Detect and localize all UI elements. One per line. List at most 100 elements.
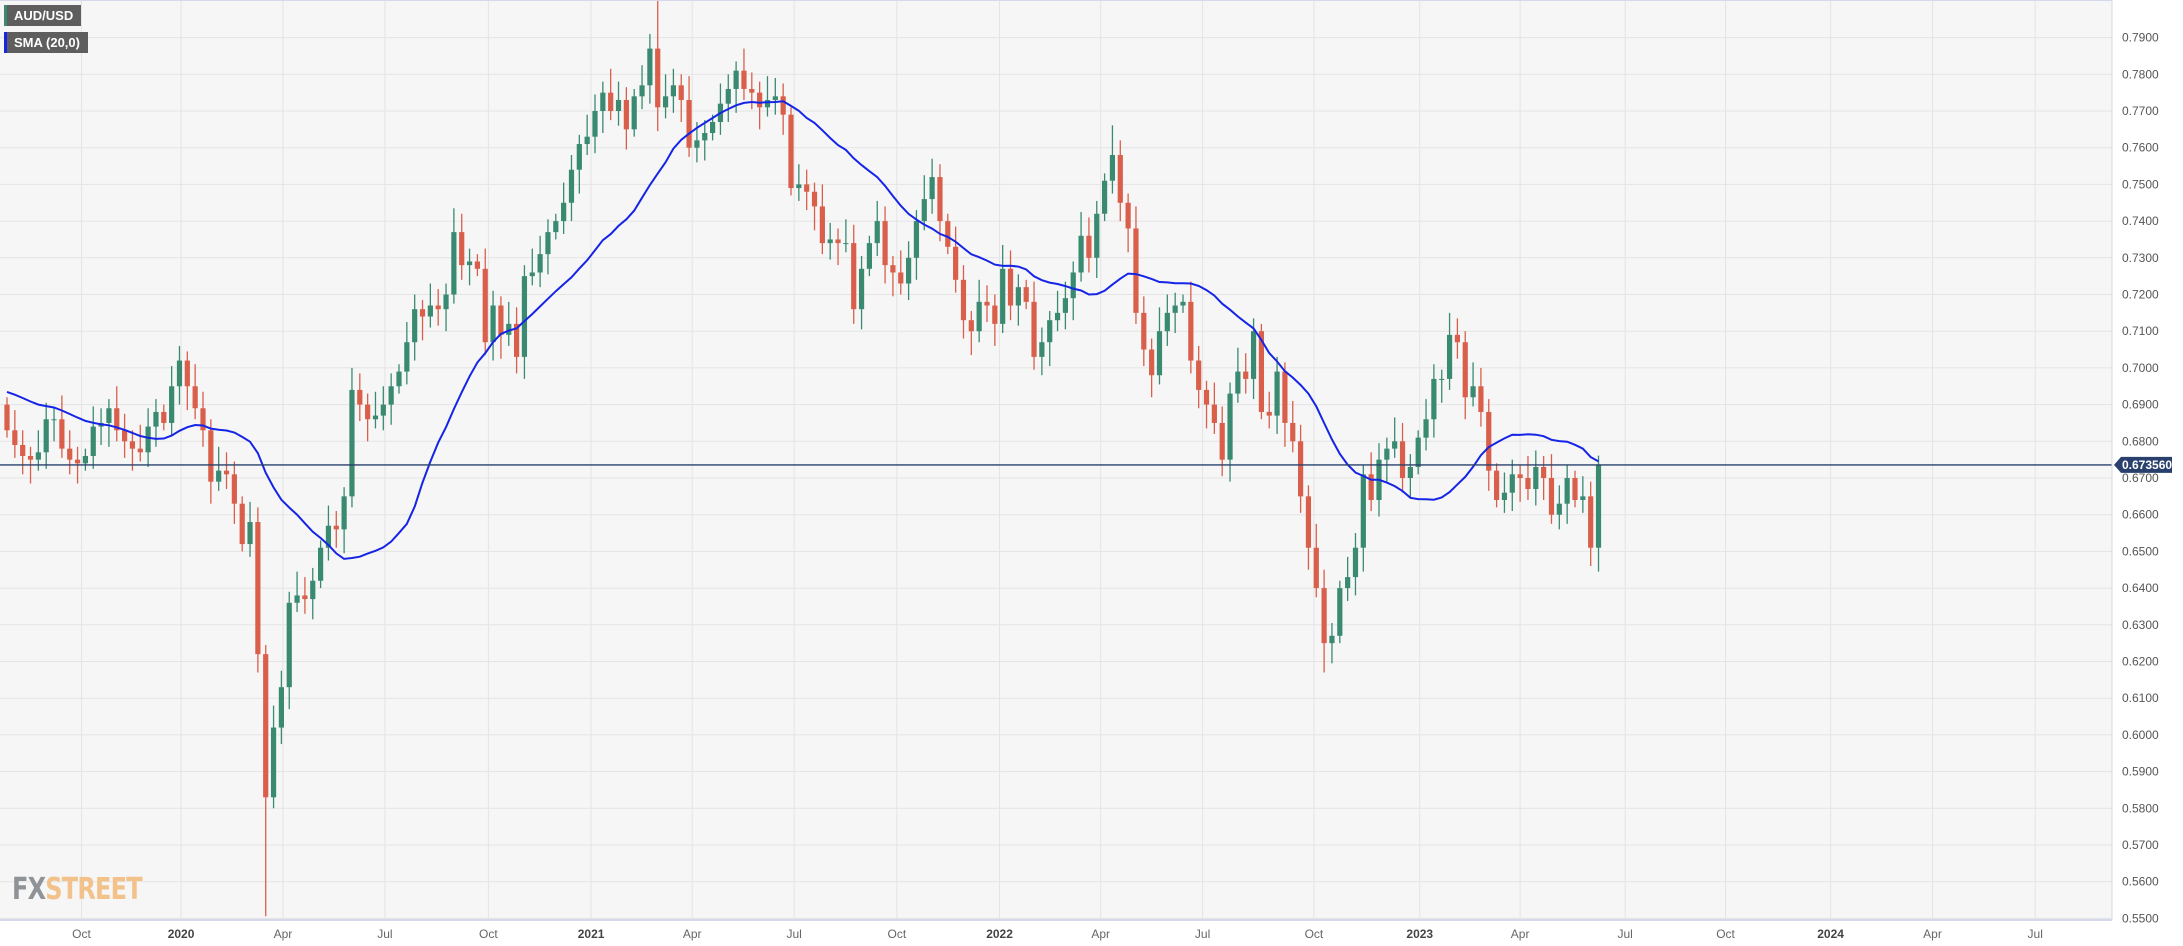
candle-body [1109,155,1116,181]
y-tick-label: 0.7500 [2122,177,2159,191]
candle-down [357,373,363,422]
candle-down [608,68,614,121]
candle-up [341,487,347,554]
logo-street: STREET [45,872,142,907]
x-tick-label: Jul [2028,927,2043,941]
candle-body [1266,411,1272,416]
candle-body [1023,287,1029,302]
candle-up [169,366,175,436]
candle-body [1102,180,1108,214]
candle-body [1133,228,1139,313]
candle-up [725,74,731,123]
candle-up [600,81,606,134]
candle-body [388,386,394,405]
candle-up [1360,465,1366,572]
candle-body [192,386,198,409]
candle-down [192,364,198,420]
candle-body [1564,478,1570,504]
candle-down [1548,454,1555,524]
candle-body [1399,441,1406,478]
candle-body [1290,422,1296,442]
candle-body [937,177,943,222]
candle-body [1392,441,1398,449]
candle-body [4,404,10,431]
candle-body [858,268,865,310]
candle-down [835,228,841,266]
candle-down [1196,345,1202,409]
candle-body [310,580,316,600]
candle-up [106,399,112,447]
candle-up [874,200,880,256]
candle-body [1501,492,1508,501]
candle-body [404,342,410,372]
candle-up [372,391,379,429]
y-tick-label: 0.7700 [2122,104,2159,118]
candle-up [1384,437,1390,482]
candle-body [145,426,151,453]
candle-body [396,371,402,387]
candle-body [1211,404,1217,423]
candle-up [1337,580,1343,644]
candle-body [466,261,473,266]
candle-up [278,670,284,745]
candle-body [1305,496,1312,548]
candle-body [1572,478,1578,501]
candle-up [639,65,645,110]
candle-body [223,470,230,475]
candle-body [506,323,512,335]
candle-down [992,294,998,346]
y-tick-label: 0.5800 [2122,801,2159,815]
candle-body [804,184,810,192]
candle-body [1039,342,1045,357]
x-tick-label: 2022 [986,927,1013,941]
candle-body [553,221,559,233]
candle-body [772,96,778,100]
candle-up [1000,244,1006,334]
candle-body [608,92,614,111]
candle-body [514,323,520,357]
candle-body [1415,437,1421,467]
candle-down [686,76,692,157]
candle-body [67,448,73,460]
candle-down [474,254,480,277]
symbol-legend[interactable]: AUD/USD [4,5,82,26]
candle-body [1533,466,1539,490]
candle-body [200,408,206,431]
candle-body [1007,268,1014,306]
candle-up [1533,450,1539,506]
candle-body [1094,213,1100,258]
y-tick-label: 0.5700 [2122,838,2159,852]
candle-up [1235,347,1241,403]
candle-body [851,243,857,310]
candle-down [890,255,896,297]
candle-down [1149,338,1155,398]
x-tick-label: 2020 [168,927,195,941]
candle-up [325,505,332,561]
candle-body [114,408,120,431]
y-tick-label: 0.6600 [2122,508,2159,522]
candle-body [1541,466,1547,478]
candle-body [1494,470,1500,501]
candle-body [1368,474,1374,501]
candle-down [59,395,65,458]
candle-body [568,169,575,203]
candle-down [623,87,629,150]
candle-down [255,507,261,673]
y-tick-label: 0.6800 [2122,434,2159,448]
candle-up [35,430,41,471]
candle-body [521,276,528,357]
candle-body [459,232,465,266]
candle-body [1509,474,1515,493]
candle-body [1486,411,1492,471]
candle-down [655,0,661,132]
candle-body [1164,312,1170,332]
candle-down [20,430,26,475]
candle-body [239,503,245,545]
candle-body [984,301,990,306]
candle-down [239,496,245,552]
candle-down [1117,140,1123,222]
sma-legend[interactable]: SMA (20,0) [4,32,88,53]
candle-down [184,351,190,411]
candle-up [662,74,669,119]
